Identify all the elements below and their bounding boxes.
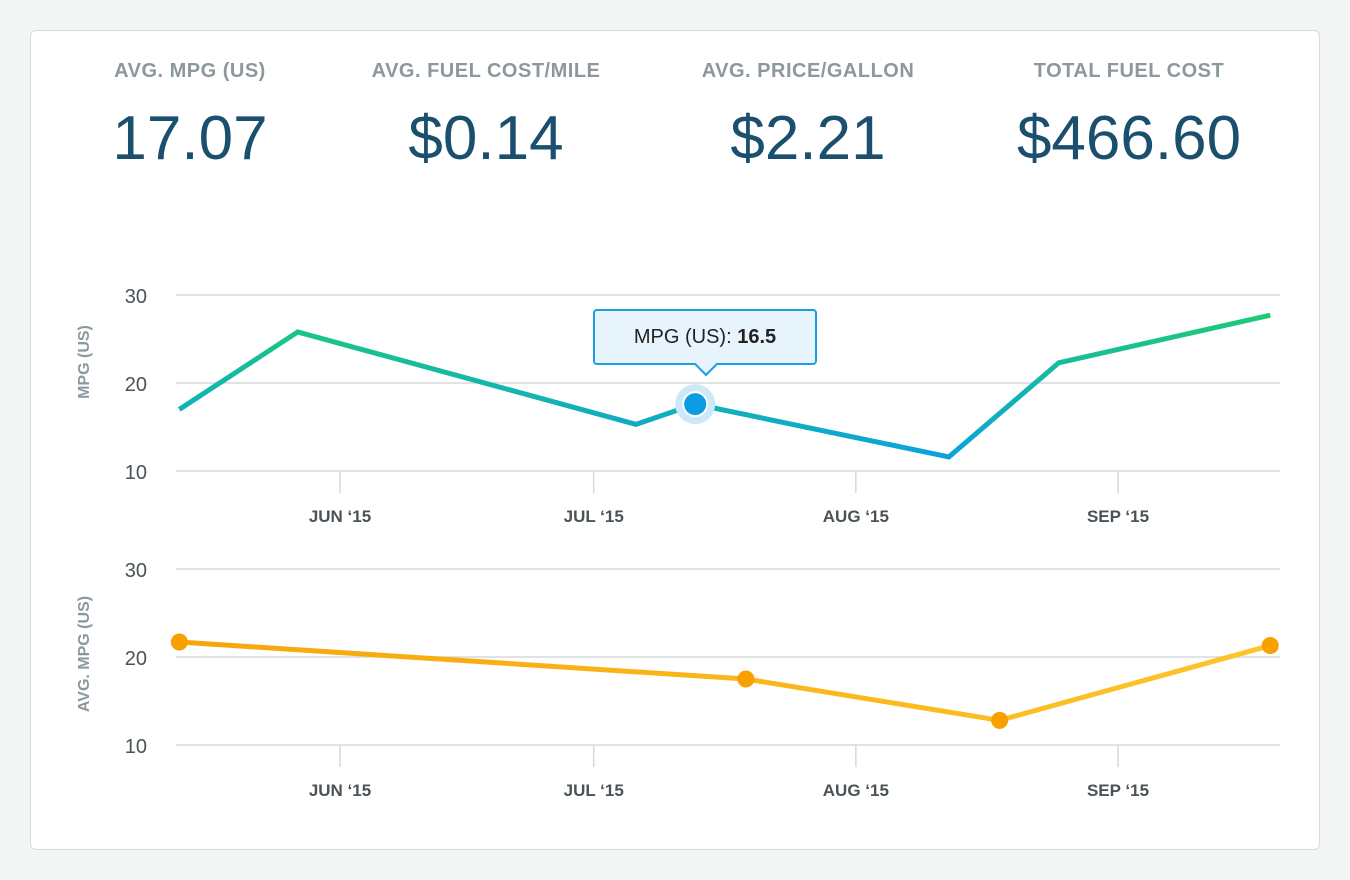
x-tick-label: AUG ‘15 bbox=[823, 507, 889, 526]
highlighted-data-point bbox=[684, 393, 707, 416]
y-tick-label: 10 bbox=[125, 736, 147, 758]
x-tick-label: AUG ‘15 bbox=[823, 781, 889, 800]
y-tick-label: 10 bbox=[125, 462, 147, 484]
y-axis-label: AVG. MPG (US) bbox=[76, 596, 93, 712]
stat-value: $2.21 bbox=[730, 104, 886, 173]
tooltip-label: MPG (US): bbox=[633, 326, 732, 348]
stat-value: $466.60 bbox=[1016, 104, 1242, 173]
x-tick-label: JUN ‘15 bbox=[309, 781, 371, 800]
y-tick-label: 30 bbox=[125, 560, 147, 582]
data-point bbox=[170, 633, 188, 651]
tooltip-value: 16.5 bbox=[737, 326, 777, 348]
data-point bbox=[991, 711, 1009, 729]
stat-label: TOTAL FUEL COST bbox=[1033, 60, 1225, 82]
stat-avg-fuel-cost-per-mile: AVG. FUEL COST/MILE $0.14 bbox=[326, 60, 646, 174]
x-tick-label: JUL ‘15 bbox=[564, 507, 624, 526]
x-tick-label: JUN ‘15 bbox=[309, 507, 371, 526]
stat-avg-price-per-gallon: AVG. PRICE/GALLON $2.21 bbox=[648, 60, 968, 174]
y-tick-label: 20 bbox=[125, 648, 147, 670]
stat-value: 17.07 bbox=[112, 104, 268, 173]
fuel-stats-card bbox=[30, 30, 1320, 850]
x-tick-label: JUL ‘15 bbox=[564, 781, 624, 800]
stat-label: AVG. PRICE/GALLON bbox=[701, 60, 915, 82]
stat-total-fuel-cost: TOTAL FUEL COST $466.60 bbox=[969, 60, 1289, 174]
x-tick-label: SEP ‘15 bbox=[1087, 507, 1149, 526]
y-tick-label: 30 bbox=[125, 286, 147, 308]
data-point bbox=[1261, 637, 1279, 655]
stat-avg-mpg: AVG. MPG (US) 17.07 bbox=[30, 60, 350, 174]
data-point bbox=[737, 670, 755, 688]
chart-tooltip: MPG (US): 16.5 bbox=[593, 309, 817, 377]
stat-value: $0.14 bbox=[408, 104, 564, 173]
y-tick-label: 20 bbox=[125, 374, 147, 396]
series-line bbox=[179, 639, 1271, 723]
x-tick-label: SEP ‘15 bbox=[1087, 781, 1149, 800]
stat-label: AVG. FUEL COST/MILE bbox=[371, 60, 601, 82]
y-axis-label: MPG (US) bbox=[76, 325, 93, 399]
stat-label: AVG. MPG (US) bbox=[114, 60, 266, 82]
